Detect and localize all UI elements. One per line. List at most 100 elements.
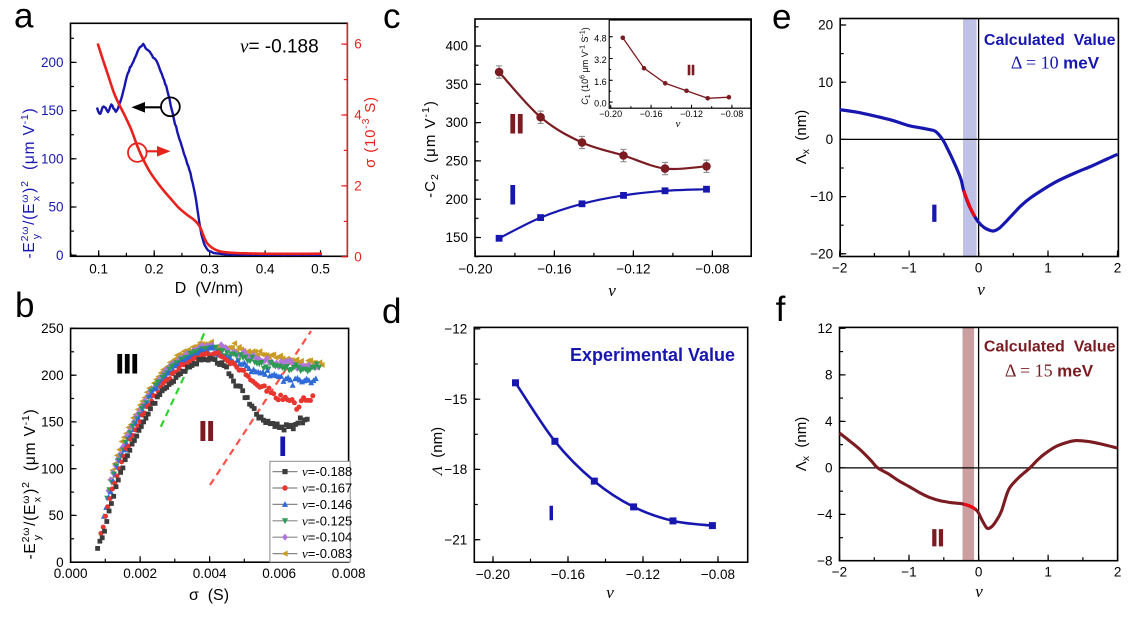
svg-text:0.4: 0.4 (256, 261, 275, 276)
svg-text:−0.20: −0.20 (599, 109, 622, 119)
svg-text:−12: −12 (444, 322, 467, 337)
svg-text:ν=-0.146: ν=-0.146 (302, 497, 352, 512)
svg-text:II: II (509, 109, 524, 139)
svg-text:0: 0 (975, 261, 983, 276)
svg-text:0.2: 0.2 (145, 261, 164, 276)
svg-text:50: 50 (48, 200, 63, 215)
svg-text:0: 0 (975, 565, 983, 580)
svg-text:250: 250 (41, 321, 64, 336)
svg-text:−0.16: −0.16 (551, 567, 585, 582)
svg-text:a: a (14, 0, 34, 36)
svg-text:σ (S): σ (S) (189, 587, 229, 604)
svg-text:ν: ν (676, 118, 681, 130)
svg-text:−20: −20 (810, 246, 833, 261)
svg-text:2: 2 (354, 179, 362, 194)
svg-text:d: d (382, 292, 401, 331)
svg-text:I: I (549, 503, 555, 525)
svg-text:4.8: 4.8 (594, 33, 607, 43)
svg-text:20: 20 (818, 18, 833, 33)
svg-text:Λ (nm): Λ (nm) (429, 427, 446, 477)
svg-text:12: 12 (817, 321, 832, 336)
svg-text:0.5: 0.5 (311, 261, 330, 276)
svg-text:ν=-0.083: ν=-0.083 (302, 546, 352, 561)
svg-text:2: 2 (1114, 261, 1122, 276)
svg-text:Δ = 10 meV: Δ = 10 meV (1011, 53, 1100, 73)
svg-text:I: I (279, 432, 287, 462)
svg-text:Λx (nm): Λx (nm) (793, 110, 812, 164)
svg-text:−4: −4 (817, 507, 833, 522)
svg-text:3.2: 3.2 (594, 55, 607, 65)
svg-text:−0.08: −0.08 (721, 109, 744, 119)
svg-text:−0.12: −0.12 (680, 109, 703, 119)
svg-text:Λx (nm): Λx (nm) (793, 417, 812, 471)
svg-text:300: 300 (445, 115, 468, 130)
svg-text:-C2 (μm V-1): -C2 (μm V-1) (420, 100, 441, 198)
svg-text:σ (10-3 S): σ (10-3 S) (360, 96, 379, 168)
svg-text:6: 6 (354, 37, 362, 52)
svg-text:0: 0 (825, 461, 833, 476)
svg-text:Calculated Value: Calculated Value (984, 338, 1116, 355)
svg-text:−1: −1 (901, 261, 916, 276)
svg-text:−0.12: −0.12 (626, 567, 660, 582)
svg-text:0: 0 (56, 248, 64, 263)
svg-text:D (V/nm): D (V/nm) (175, 280, 243, 297)
svg-text:−10: −10 (810, 189, 833, 204)
svg-text:−0.12: −0.12 (616, 261, 650, 276)
svg-text:−0.20: −0.20 (458, 261, 492, 276)
svg-text:0.008: 0.008 (332, 566, 366, 581)
svg-text:0.000: 0.000 (54, 566, 88, 581)
svg-text:b: b (15, 286, 34, 325)
svg-text:350: 350 (445, 77, 468, 92)
svg-text:ν=-0.125: ν=-0.125 (302, 513, 352, 528)
svg-text:150: 150 (41, 103, 64, 118)
svg-text:0.002: 0.002 (123, 566, 157, 581)
svg-text:150: 150 (445, 230, 468, 245)
svg-text:II: II (931, 525, 944, 552)
svg-text:50: 50 (49, 508, 64, 523)
svg-text:−2: −2 (832, 565, 847, 580)
svg-text:0.004: 0.004 (193, 566, 227, 581)
svg-text:−0.08: −0.08 (695, 261, 729, 276)
svg-text:Δ = 15 meV: Δ = 15 meV (1005, 361, 1094, 381)
svg-text:I: I (509, 180, 517, 210)
svg-text:ν: ν (975, 582, 983, 601)
svg-text:Calculated Value: Calculated Value (984, 32, 1116, 49)
svg-text:−8: −8 (817, 554, 832, 569)
svg-text:f: f (776, 290, 786, 329)
svg-text:III: III (116, 349, 139, 379)
svg-text:0: 0 (826, 132, 834, 147)
svg-text:ν=-0.104: ν=-0.104 (302, 530, 352, 545)
svg-text:2: 2 (1114, 565, 1122, 580)
svg-text:ν=-0.188: ν=-0.188 (302, 464, 352, 479)
svg-text:4: 4 (825, 414, 833, 429)
svg-text:ν=-0.167: ν=-0.167 (302, 481, 352, 496)
svg-text:ν: ν (977, 280, 985, 299)
svg-text:0.0: 0.0 (594, 99, 607, 109)
svg-text:100: 100 (41, 461, 64, 476)
svg-text:Experimental Value: Experimental Value (570, 345, 735, 365)
svg-text:0.3: 0.3 (200, 261, 219, 276)
svg-text:ν: ν (608, 281, 616, 300)
svg-text:−18: −18 (444, 462, 467, 477)
svg-text:0.1: 0.1 (89, 261, 108, 276)
svg-text:1: 1 (1044, 565, 1052, 580)
svg-text:−0.20: −0.20 (476, 567, 510, 582)
svg-text:C1 (106 μm V-1 S-1): C1 (106 μm V-1 S-1) (580, 27, 593, 105)
svg-text:−15: −15 (444, 392, 467, 407)
svg-text:0.006: 0.006 (262, 566, 296, 581)
svg-text:1: 1 (1044, 261, 1052, 276)
svg-text:400: 400 (445, 39, 468, 54)
svg-text:ν= -0.188: ν= -0.188 (240, 37, 319, 58)
svg-text:ν: ν (606, 583, 614, 602)
svg-text:10: 10 (818, 75, 833, 90)
svg-text:1.6: 1.6 (594, 77, 607, 87)
svg-text:−0.16: −0.16 (537, 261, 571, 276)
svg-text:0: 0 (354, 249, 362, 264)
svg-text:−21: −21 (444, 532, 467, 547)
svg-text:−0.16: −0.16 (640, 109, 663, 119)
svg-text:−2: −2 (832, 261, 847, 276)
svg-text:100: 100 (41, 151, 64, 166)
svg-text:II: II (687, 63, 695, 79)
svg-text:−1: −1 (901, 565, 916, 580)
svg-text:200: 200 (41, 368, 64, 383)
